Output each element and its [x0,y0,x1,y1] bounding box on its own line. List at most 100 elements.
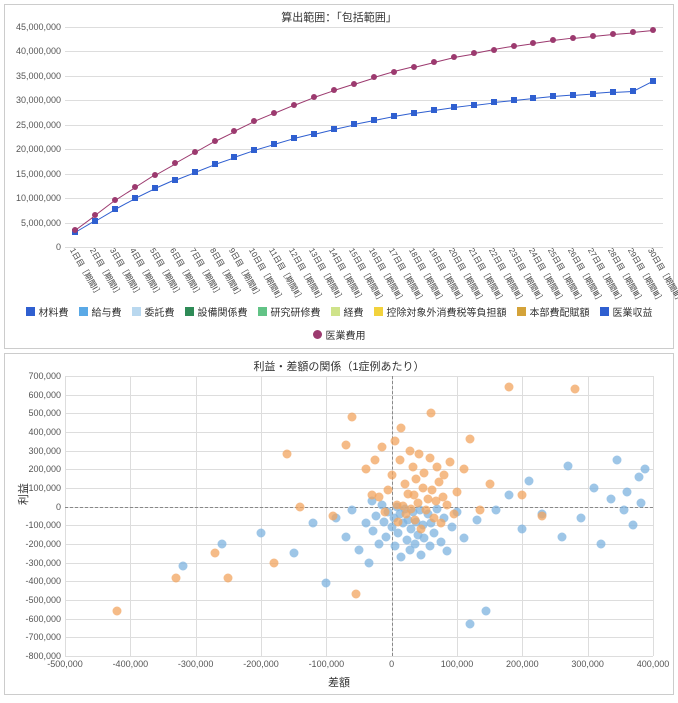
scatter-point [428,485,437,494]
scatter-point [224,573,233,582]
line-marker [511,97,517,103]
scatter-point [426,409,435,418]
scatter-point [537,512,546,521]
scatter-point [629,521,638,530]
scatter-point [436,519,445,528]
scatter-point [371,456,380,465]
scatter-point [449,510,458,519]
line-marker [391,69,397,75]
scatter-point [596,540,605,549]
line-marker [491,47,497,53]
line-marker [331,87,337,93]
line-marker [291,102,297,108]
scatter-point [257,528,266,537]
scatter-point [369,526,378,535]
line-marker [192,169,198,175]
scatter-point [394,517,403,526]
scatter-point [570,385,579,394]
scatter-title: 利益・差額の関係（1症例あたり） [5,354,673,376]
line-marker [590,33,596,39]
x-tick: -500,000 [47,656,83,669]
scatter-point [436,538,445,547]
scatter-point [374,493,383,502]
scatter-point [364,558,373,567]
scatter-point [328,512,337,521]
legend-item: 材料費 [26,304,69,319]
legend-item: 医業費用 [313,327,366,342]
line-marker [391,113,397,119]
x-tick: -200,000 [243,656,279,669]
scatter-point [411,515,420,524]
scatter-point [613,456,622,465]
scatter-plot-area: 利益 -800,000-700,000-600,000-500,000-400,… [65,376,653,656]
scatter-point [351,590,360,599]
scatter-point [505,383,514,392]
scatter-point [283,450,292,459]
line-marker [411,64,417,70]
legend-item: 委託費 [132,304,175,319]
scatter-point [421,506,430,515]
scatter-point [466,620,475,629]
scatter-point [400,480,409,489]
line-marker [351,81,357,87]
scatter-point [374,540,383,549]
scatter-point [113,607,122,616]
line-marker [491,99,497,105]
line-marker [451,104,457,110]
line-marker [251,118,257,124]
line-marker [172,160,178,166]
scatter-point [557,532,566,541]
line-marker [471,102,477,108]
scatter-point [459,465,468,474]
scatter-point [387,470,396,479]
line-marker [511,43,517,49]
scatter-point [430,528,439,537]
scatter-point [381,508,390,517]
x-tick: -400,000 [113,656,149,669]
scatter-point [390,437,399,446]
line-marker [351,121,357,127]
scatter-point [178,562,187,571]
scatter-point [341,441,350,450]
legend-item: 控除対象外消費税等負担額 [374,304,507,319]
scatter-point [485,480,494,489]
scatter-point [217,540,226,549]
line-marker [570,92,576,98]
line-marker [530,95,536,101]
line-marker [331,126,337,132]
scatter-point [413,498,422,507]
scatter-point [590,484,599,493]
line-marker [570,35,576,41]
scatter-point [641,465,650,474]
scatter-point [564,461,573,470]
line-marker [371,74,377,80]
line-marker [271,141,277,147]
x-tick: -300,000 [178,656,214,669]
scatter-point [172,573,181,582]
scatter-point [425,541,434,550]
scatter-point [459,534,468,543]
legend-item: 研究研修費 [258,304,321,319]
scatter-point [466,435,475,444]
scatter-point [405,446,414,455]
line-marker [72,227,78,233]
scatter-point [348,506,357,515]
stacked-bar-title: 算出範囲：「包括範囲」 [5,5,673,27]
scatter-point [355,545,364,554]
scatter-point [447,523,456,532]
scatter-point [384,485,393,494]
line-marker [92,212,98,218]
scatter-point [443,547,452,556]
stacked-bar-plot-area: 05,000,00010,000,00015,000,00020,000,000… [65,27,663,247]
legend-item: 設備関係費 [185,304,248,319]
line-marker [291,135,297,141]
scatter-point [348,413,357,422]
scatter-point [395,456,404,465]
legend-item: 本部費配賦額 [517,304,590,319]
line-marker [311,94,317,100]
stacked-bar-legend: 材料費給与費委託費設備関係費研究研修費経費控除対象外消費税等負担額本部費配賦額医… [5,302,673,348]
legend-item: 医業収益 [600,304,653,319]
x-tick: 400,000 [637,656,670,669]
line-marker [271,110,277,116]
line-marker [411,110,417,116]
